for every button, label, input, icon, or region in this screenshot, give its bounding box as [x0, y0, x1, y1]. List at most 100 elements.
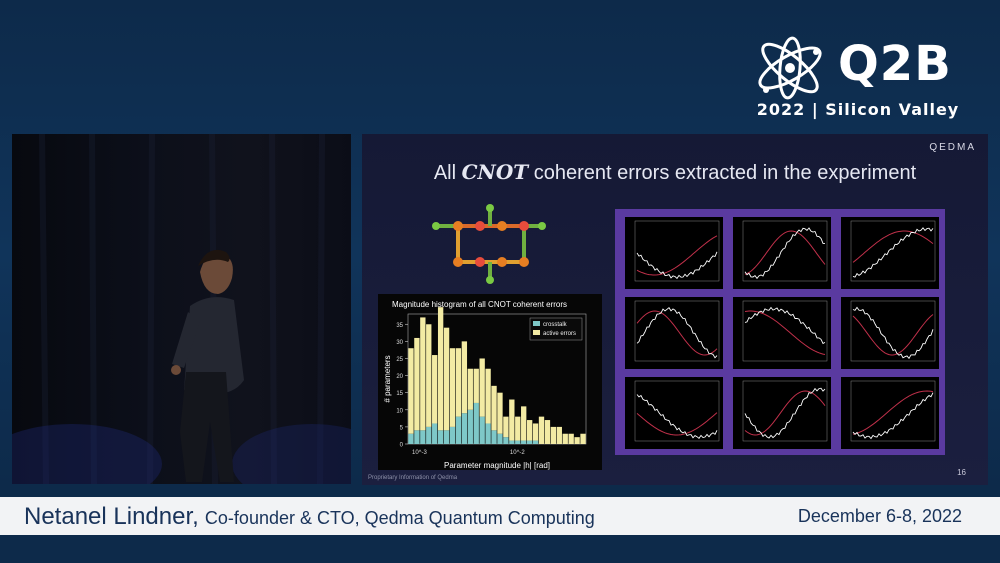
histogram-bar-active — [408, 348, 414, 434]
histogram-bar-active — [574, 437, 580, 444]
fit-curve-data — [744, 306, 826, 345]
slide-title-pre: All — [433, 162, 457, 184]
fit-plot-frame — [634, 380, 720, 442]
histogram-bar-active — [580, 433, 586, 444]
histogram-chart: 0 5 10 15 20 25 30 35 Parameter magnitude |h| [r… — [383, 307, 587, 470]
histogram-bar-crosstalk — [532, 440, 539, 444]
legend-swatch — [533, 321, 540, 326]
fit-plot-grid — [615, 209, 945, 455]
histogram-ytick-label: 30 — [396, 340, 403, 346]
fit-plot-cell — [841, 297, 939, 369]
fit-curve-data — [744, 387, 826, 439]
fit-curve-model — [852, 314, 934, 356]
histogram-bar-crosstalk — [497, 433, 503, 444]
proprietary-note: Proprietary Information of Qedma — [368, 475, 458, 481]
histogram-ytick-label: 5 — [400, 425, 404, 431]
slide-title-em: CNOT — [461, 160, 529, 184]
histogram-bar-active — [544, 420, 551, 444]
histogram-ytick-label: 0 — [400, 443, 404, 449]
speaker-role: Co-founder & CTO, Qedma Quantum Computin… — [204, 508, 595, 528]
histogram-ytick-label: 25 — [396, 357, 403, 363]
histogram-xtick-label: 10^-2 — [510, 450, 525, 456]
slide-title: All CNOT coherent errors extracted in th… — [362, 160, 988, 185]
event-subtitle: 2022 | Silicon Valley — [756, 100, 960, 119]
histogram-bar-crosstalk — [420, 430, 426, 444]
histogram-bar-crosstalk — [467, 409, 473, 444]
fit-curve-data — [636, 307, 718, 359]
fit-plot-frame — [850, 380, 936, 442]
histogram-xlabel: Parameter magnitude |h| [rad] — [444, 461, 550, 470]
histogram-bar-active — [414, 337, 420, 431]
fit-curve-model — [852, 230, 934, 263]
histogram-bar-active — [455, 348, 462, 417]
fit-plot-cell — [841, 217, 939, 289]
histogram-bar-crosstalk — [479, 416, 485, 444]
fit-plot-cell — [625, 217, 723, 289]
fit-plot-cell — [733, 377, 831, 449]
histogram-bar-active — [515, 416, 521, 441]
histogram-ylabel: # parameters — [383, 355, 392, 402]
legend-label: crosstalk — [543, 322, 568, 328]
histogram-bar-crosstalk — [437, 430, 444, 444]
histogram-bar-crosstalk — [449, 426, 456, 444]
stage-video — [12, 134, 351, 484]
histogram-bar-active — [473, 368, 479, 403]
histogram-bar-crosstalk — [408, 433, 414, 444]
histogram-bar-active — [449, 348, 456, 427]
histogram-bar-active — [509, 399, 515, 441]
histogram-bar-crosstalk — [455, 416, 462, 444]
fit-curve-model — [636, 412, 718, 436]
fit-plot-frame — [850, 220, 936, 282]
histogram-bar-crosstalk — [473, 402, 479, 444]
histogram-bar-active — [420, 317, 426, 431]
histogram-bar-crosstalk — [491, 430, 497, 444]
presentation-slide: QEDMA All CNOT coherent errors extracted… — [362, 134, 988, 485]
fit-plot-cell — [841, 377, 939, 449]
fit-plot-cell — [625, 297, 723, 369]
speaker-caption: Netanel Lindner, Co-founder & CTO, Qedma… — [24, 503, 595, 531]
histogram-title: Magnitude histogram of all CNOT coherent… — [392, 300, 568, 309]
histogram-bar-active — [426, 324, 432, 427]
event-date: December 6-8, 2022 — [797, 506, 962, 526]
slide-page-number: 16 — [957, 468, 966, 477]
histogram-bar-active — [568, 433, 574, 444]
histogram-bar-crosstalk — [526, 440, 533, 444]
fit-curve-data — [744, 227, 825, 280]
fit-curve-data — [636, 394, 718, 439]
fit-curve-data — [636, 251, 718, 280]
fit-plot-cell — [625, 377, 723, 449]
histogram-bar-active — [485, 368, 491, 424]
lower-third-bar — [0, 497, 1000, 535]
histogram-bar-active — [521, 406, 527, 441]
fit-plot-frame — [634, 220, 720, 282]
histogram-panel: Magnitude histogram of all CNOT coherent… — [378, 294, 602, 470]
slide-title-post: coherent errors extracted in the experim… — [533, 162, 917, 184]
q2b-logo-text: Q2B — [838, 36, 952, 92]
histogram-bar-crosstalk — [443, 430, 450, 444]
histogram-bar-crosstalk — [503, 437, 509, 444]
histogram-bar-crosstalk — [515, 440, 521, 444]
legend-swatch — [533, 330, 540, 335]
histogram-bar-active — [556, 426, 562, 444]
histogram-frame — [407, 313, 587, 445]
fit-curve-model — [636, 310, 718, 356]
speaker-figure — [12, 134, 351, 484]
histogram-ytick-label: 15 — [396, 391, 403, 397]
fit-curve-model — [852, 390, 934, 435]
fit-curve-data — [852, 306, 934, 360]
fit-plot-cell — [733, 217, 831, 289]
speaker-name: Netanel Lindner, — [24, 503, 199, 530]
histogram-bar-active — [532, 423, 539, 441]
histogram-bar-crosstalk — [414, 430, 420, 444]
fit-plots — [625, 217, 939, 449]
histogram-ytick-label: 20 — [396, 374, 403, 380]
histogram-bar-crosstalk — [426, 426, 432, 444]
fit-curve-model — [744, 230, 826, 275]
q2b-atom-logo-icon — [758, 36, 822, 100]
fit-curve-model — [636, 235, 718, 276]
histogram-xtick-label: 10^-3 — [412, 450, 427, 456]
qedma-logo: QEDMA — [929, 142, 976, 153]
histogram-bar-crosstalk — [485, 423, 491, 444]
histogram-bar-active — [497, 392, 503, 434]
fit-plot-frame — [742, 300, 828, 362]
